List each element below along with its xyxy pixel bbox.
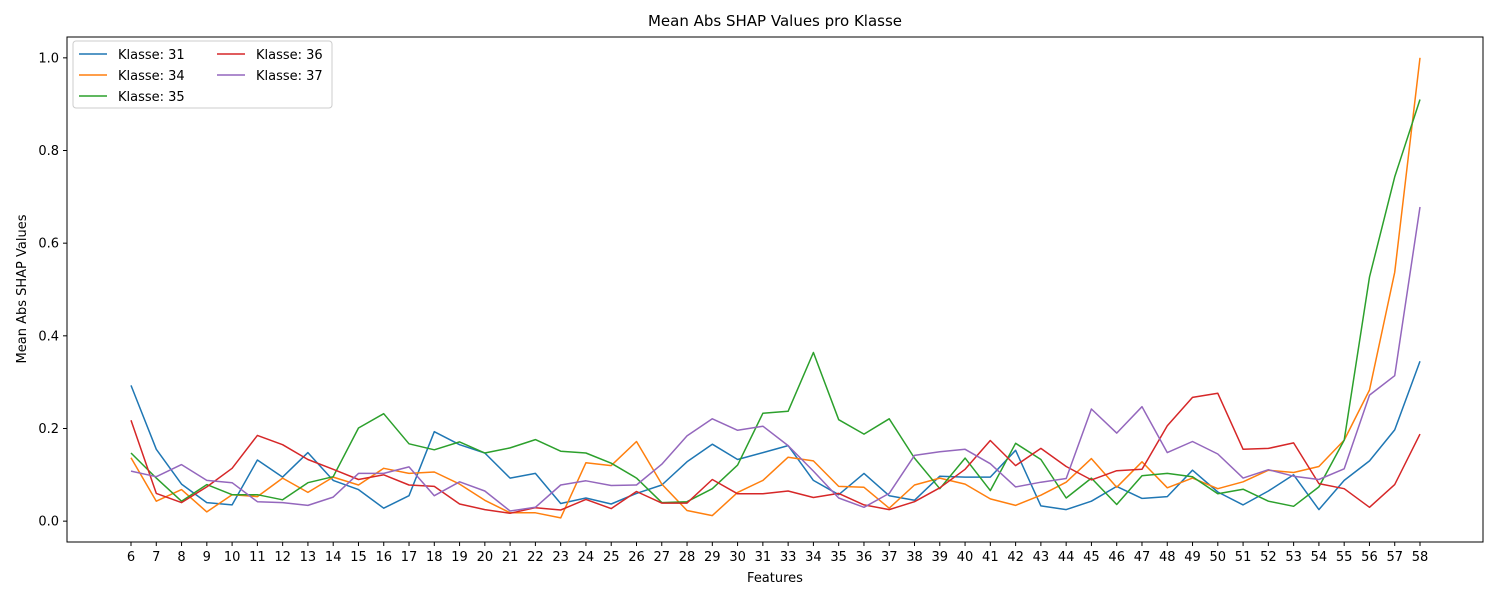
x-tick-label: 44: [1058, 550, 1075, 565]
x-tick-label: 8: [177, 550, 185, 565]
x-tick-label: 58: [1412, 550, 1429, 565]
x-tick-label: 28: [679, 550, 696, 565]
x-tick-label: 48: [1159, 550, 1176, 565]
x-tick-label: 27: [653, 550, 670, 565]
x-tick-label: 10: [224, 550, 241, 565]
legend: Klasse: 31 Klasse: 34 Klasse: 35 Klasse: 36…: [72, 40, 333, 109]
legend-label: Klasse: 35: [118, 90, 185, 105]
x-tick-label: 30: [729, 550, 746, 565]
x-tick-label: 47: [1134, 550, 1151, 565]
x-tick-label: 50: [1210, 550, 1227, 565]
x-tick-label: 42: [1007, 550, 1024, 565]
x-tick-label: 20: [477, 550, 494, 565]
x-tick-label: 25: [603, 550, 620, 565]
x-tick-label: 26: [628, 550, 645, 565]
x-axis-label: Features: [747, 571, 803, 586]
legend-label: Klasse: 34: [118, 69, 185, 84]
x-tick-label: 41: [982, 550, 999, 565]
x-tick-label: 14: [325, 550, 342, 565]
x-tick-label: 49: [1184, 550, 1201, 565]
x-tick-label: 9: [203, 550, 211, 565]
x-tick-label: 37: [881, 550, 898, 565]
x-tick-label: 56: [1361, 550, 1378, 565]
y-tick-label: 0.2: [38, 422, 59, 437]
x-tick-label: 33: [780, 550, 797, 565]
x-tick-label: 17: [401, 550, 418, 565]
x-tick-label: 13: [300, 550, 317, 565]
series-line-2: [130, 99, 1421, 508]
x-tick-label: 57: [1386, 550, 1403, 565]
series-line-4: [130, 206, 1421, 512]
legend-box: [72, 40, 333, 109]
x-tick-label: 36: [856, 550, 873, 565]
x-tick-label: 53: [1285, 550, 1302, 565]
x-tick-label: 6: [127, 550, 135, 565]
y-tick-label: 1.0: [38, 51, 59, 66]
x-tick-label: 52: [1260, 550, 1277, 565]
plot-frame: [66, 36, 1484, 543]
x-tick-label: 40: [957, 550, 974, 565]
x-tick-label: 24: [578, 550, 595, 565]
legend-label: Klasse: 37: [256, 69, 323, 84]
x-tick-label: 23: [552, 550, 569, 565]
y-axis-label: Mean Abs SHAP Values: [15, 214, 30, 363]
x-tick-label: 35: [830, 550, 847, 565]
x-tick-label: 43: [1033, 550, 1050, 565]
x-tick-label: 12: [274, 550, 291, 565]
y-tick-label: 0.8: [38, 144, 59, 159]
x-tick-label: 51: [1235, 550, 1252, 565]
x-tick-label: 15: [350, 550, 367, 565]
x-tick-label: 31: [755, 550, 772, 565]
x-tick-label: 46: [1108, 550, 1125, 565]
x-tick-label: 29: [704, 550, 721, 565]
x-tick-label: 38: [906, 550, 923, 565]
x-tick-label: 7: [152, 550, 160, 565]
x-tick-label: 45: [1083, 550, 1100, 565]
x-tick-label: 16: [375, 550, 392, 565]
series-line-1: [130, 57, 1421, 519]
x-tick-label: 19: [451, 550, 468, 565]
x-tick-label: 39: [932, 550, 949, 565]
x-tick-label: 34: [805, 550, 822, 565]
series-line-3: [130, 392, 1421, 515]
x-tick-label: 54: [1311, 550, 1328, 565]
plot-area: [130, 57, 1421, 519]
x-tick-label: 22: [527, 550, 544, 565]
x-tick-label: 18: [426, 550, 443, 565]
x-tick-label: 55: [1336, 550, 1353, 565]
chart-title: Mean Abs SHAP Values pro Klasse: [648, 12, 902, 30]
legend-label: Klasse: 31: [118, 48, 185, 63]
legend-label: Klasse: 36: [256, 48, 323, 63]
y-tick-label: 0.4: [38, 329, 59, 344]
x-tick-label: 21: [502, 550, 519, 565]
x-tick-label: 11: [249, 550, 266, 565]
axes: 6 7 8 9 10 11 12 13 14 15 16 17 18 19 20 21 22 23 24 25 26 27…: [38, 36, 1484, 565]
y-tick-label: 0.0: [38, 515, 59, 530]
y-tick-label: 0.6: [38, 237, 59, 252]
